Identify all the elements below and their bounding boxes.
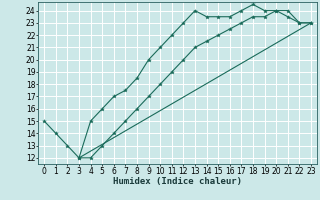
X-axis label: Humidex (Indice chaleur): Humidex (Indice chaleur) (113, 177, 242, 186)
